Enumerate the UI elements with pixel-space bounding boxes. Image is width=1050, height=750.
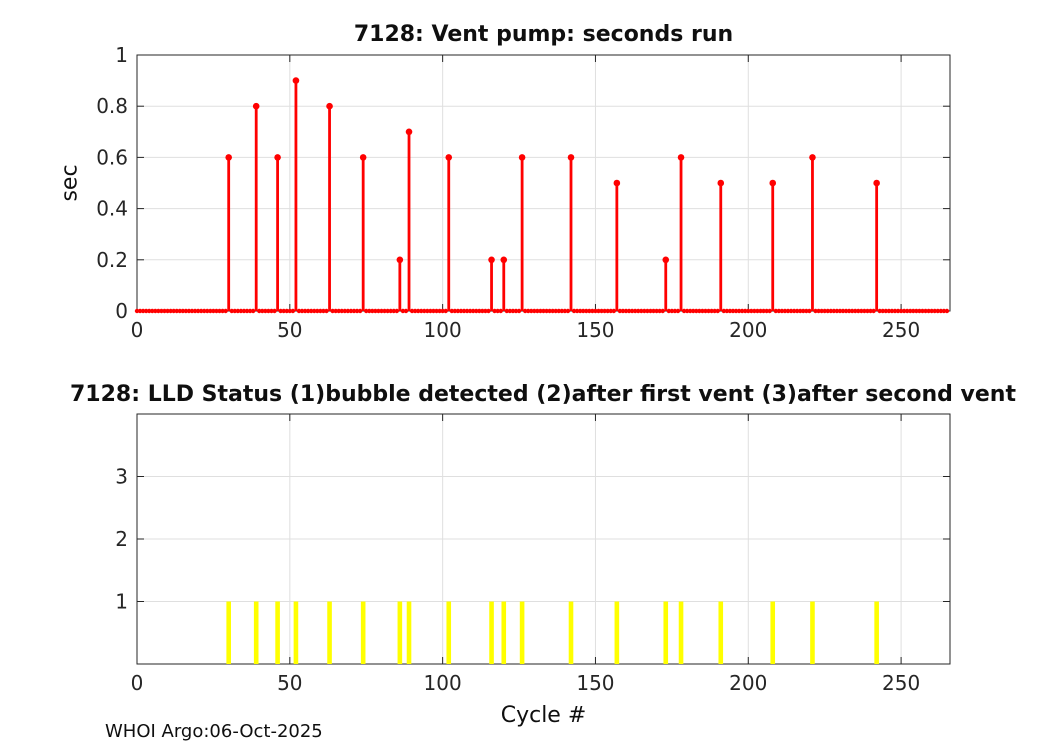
lld-status-bar-chart: 0 50 100 150 200 250 1 2 3 bbox=[115, 413, 951, 695]
svg-text:0.6: 0.6 bbox=[96, 145, 128, 169]
svg-text:1: 1 bbox=[115, 43, 128, 67]
x-axis-label: Cycle # bbox=[500, 703, 587, 728]
svg-text:0: 0 bbox=[131, 671, 144, 695]
svg-text:0.2: 0.2 bbox=[96, 248, 128, 272]
svg-text:1: 1 bbox=[115, 590, 128, 614]
svg-text:0.4: 0.4 bbox=[96, 197, 128, 221]
svg-text:100: 100 bbox=[424, 671, 462, 695]
svg-text:0: 0 bbox=[115, 299, 128, 323]
svg-text:50: 50 bbox=[277, 318, 302, 342]
svg-text:0.8: 0.8 bbox=[96, 94, 128, 118]
svg-text:150: 150 bbox=[576, 671, 614, 695]
svg-text:250: 250 bbox=[882, 671, 920, 695]
vent-pump-chart-title: 7128: Vent pump: seconds run bbox=[353, 22, 734, 47]
svg-text:250: 250 bbox=[882, 318, 920, 342]
lld-status-chart-title: 7128: LLD Status (1)bubble detected (2)a… bbox=[70, 382, 1016, 407]
svg-text:100: 100 bbox=[424, 318, 462, 342]
svg-text:50: 50 bbox=[277, 671, 302, 695]
svg-text:2: 2 bbox=[115, 527, 128, 551]
svg-text:200: 200 bbox=[729, 318, 767, 342]
svg-text:0: 0 bbox=[131, 318, 144, 342]
vent-pump-stem-chart: 0 50 100 150 200 250 0 0.2 0.4 0.6 0.8 1 bbox=[96, 43, 951, 342]
svg-text:3: 3 bbox=[115, 465, 128, 489]
svg-text:150: 150 bbox=[576, 318, 614, 342]
svg-text:200: 200 bbox=[729, 671, 767, 695]
footer-watermark: WHOI Argo:06-Oct-2025 bbox=[105, 721, 323, 742]
